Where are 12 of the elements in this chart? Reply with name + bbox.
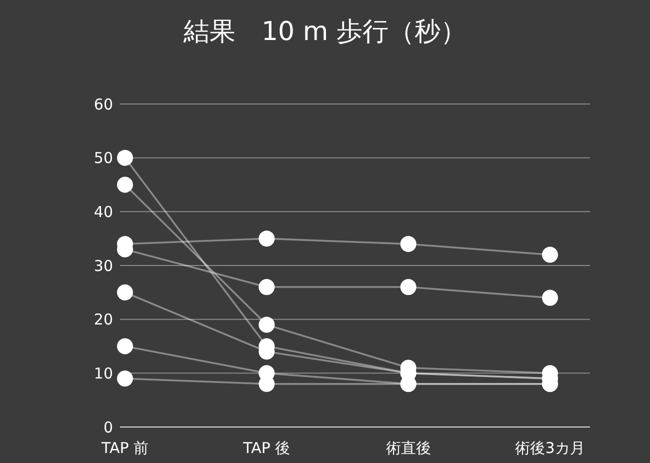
y-tick-label: 40 bbox=[94, 202, 113, 221]
y-tick-label: 30 bbox=[94, 256, 113, 275]
y-tick-label: 20 bbox=[94, 310, 113, 329]
x-tick-label: 術直後 bbox=[386, 439, 431, 457]
chart-title: 結果 10 m 歩行（秒） bbox=[182, 17, 466, 47]
x-tick-label: 術後3カ月 bbox=[515, 439, 585, 457]
x-tick-label: TAP 前 bbox=[100, 439, 149, 457]
x-tick-label: TAP 後 bbox=[242, 439, 290, 457]
y-tick-label: 60 bbox=[94, 95, 113, 114]
y-tick-label: 10 bbox=[94, 364, 113, 382]
y-tick-label: 50 bbox=[94, 149, 113, 168]
y-tick-label: 0 bbox=[103, 418, 113, 436]
